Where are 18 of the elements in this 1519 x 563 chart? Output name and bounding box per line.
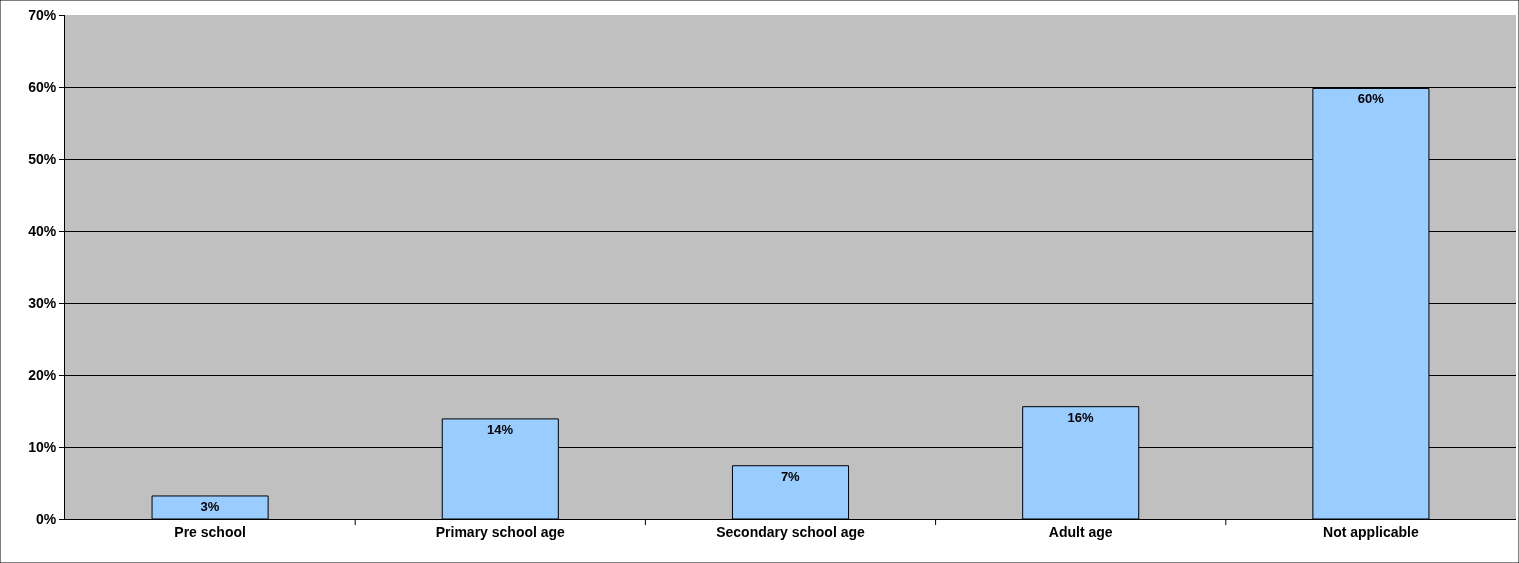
x-tick-label: Primary school age [435,523,566,540]
y-tick-label: 50% [28,150,57,167]
y-tick-label: 70% [28,6,57,23]
y-tick-label: 60% [28,78,57,95]
data-label: 3% [200,498,220,514]
x-tick-label: Secondary school age [716,523,866,540]
x-tick-label: Adult age [1048,523,1113,540]
x-tick-label: Not applicable [1323,523,1419,540]
data-label: 60% [1357,91,1385,107]
data-label: 14% [487,421,514,437]
x-tick-label: Pre school [174,523,246,540]
y-tick-label: 0% [35,510,57,527]
y-tick-label: 10% [28,438,57,455]
data-label: 7% [780,468,801,484]
data-label: 16% [1067,409,1094,425]
y-tick-label: 30% [28,294,57,311]
y-tick-label: 20% [28,366,57,383]
y-tick-label: 40% [28,222,57,239]
